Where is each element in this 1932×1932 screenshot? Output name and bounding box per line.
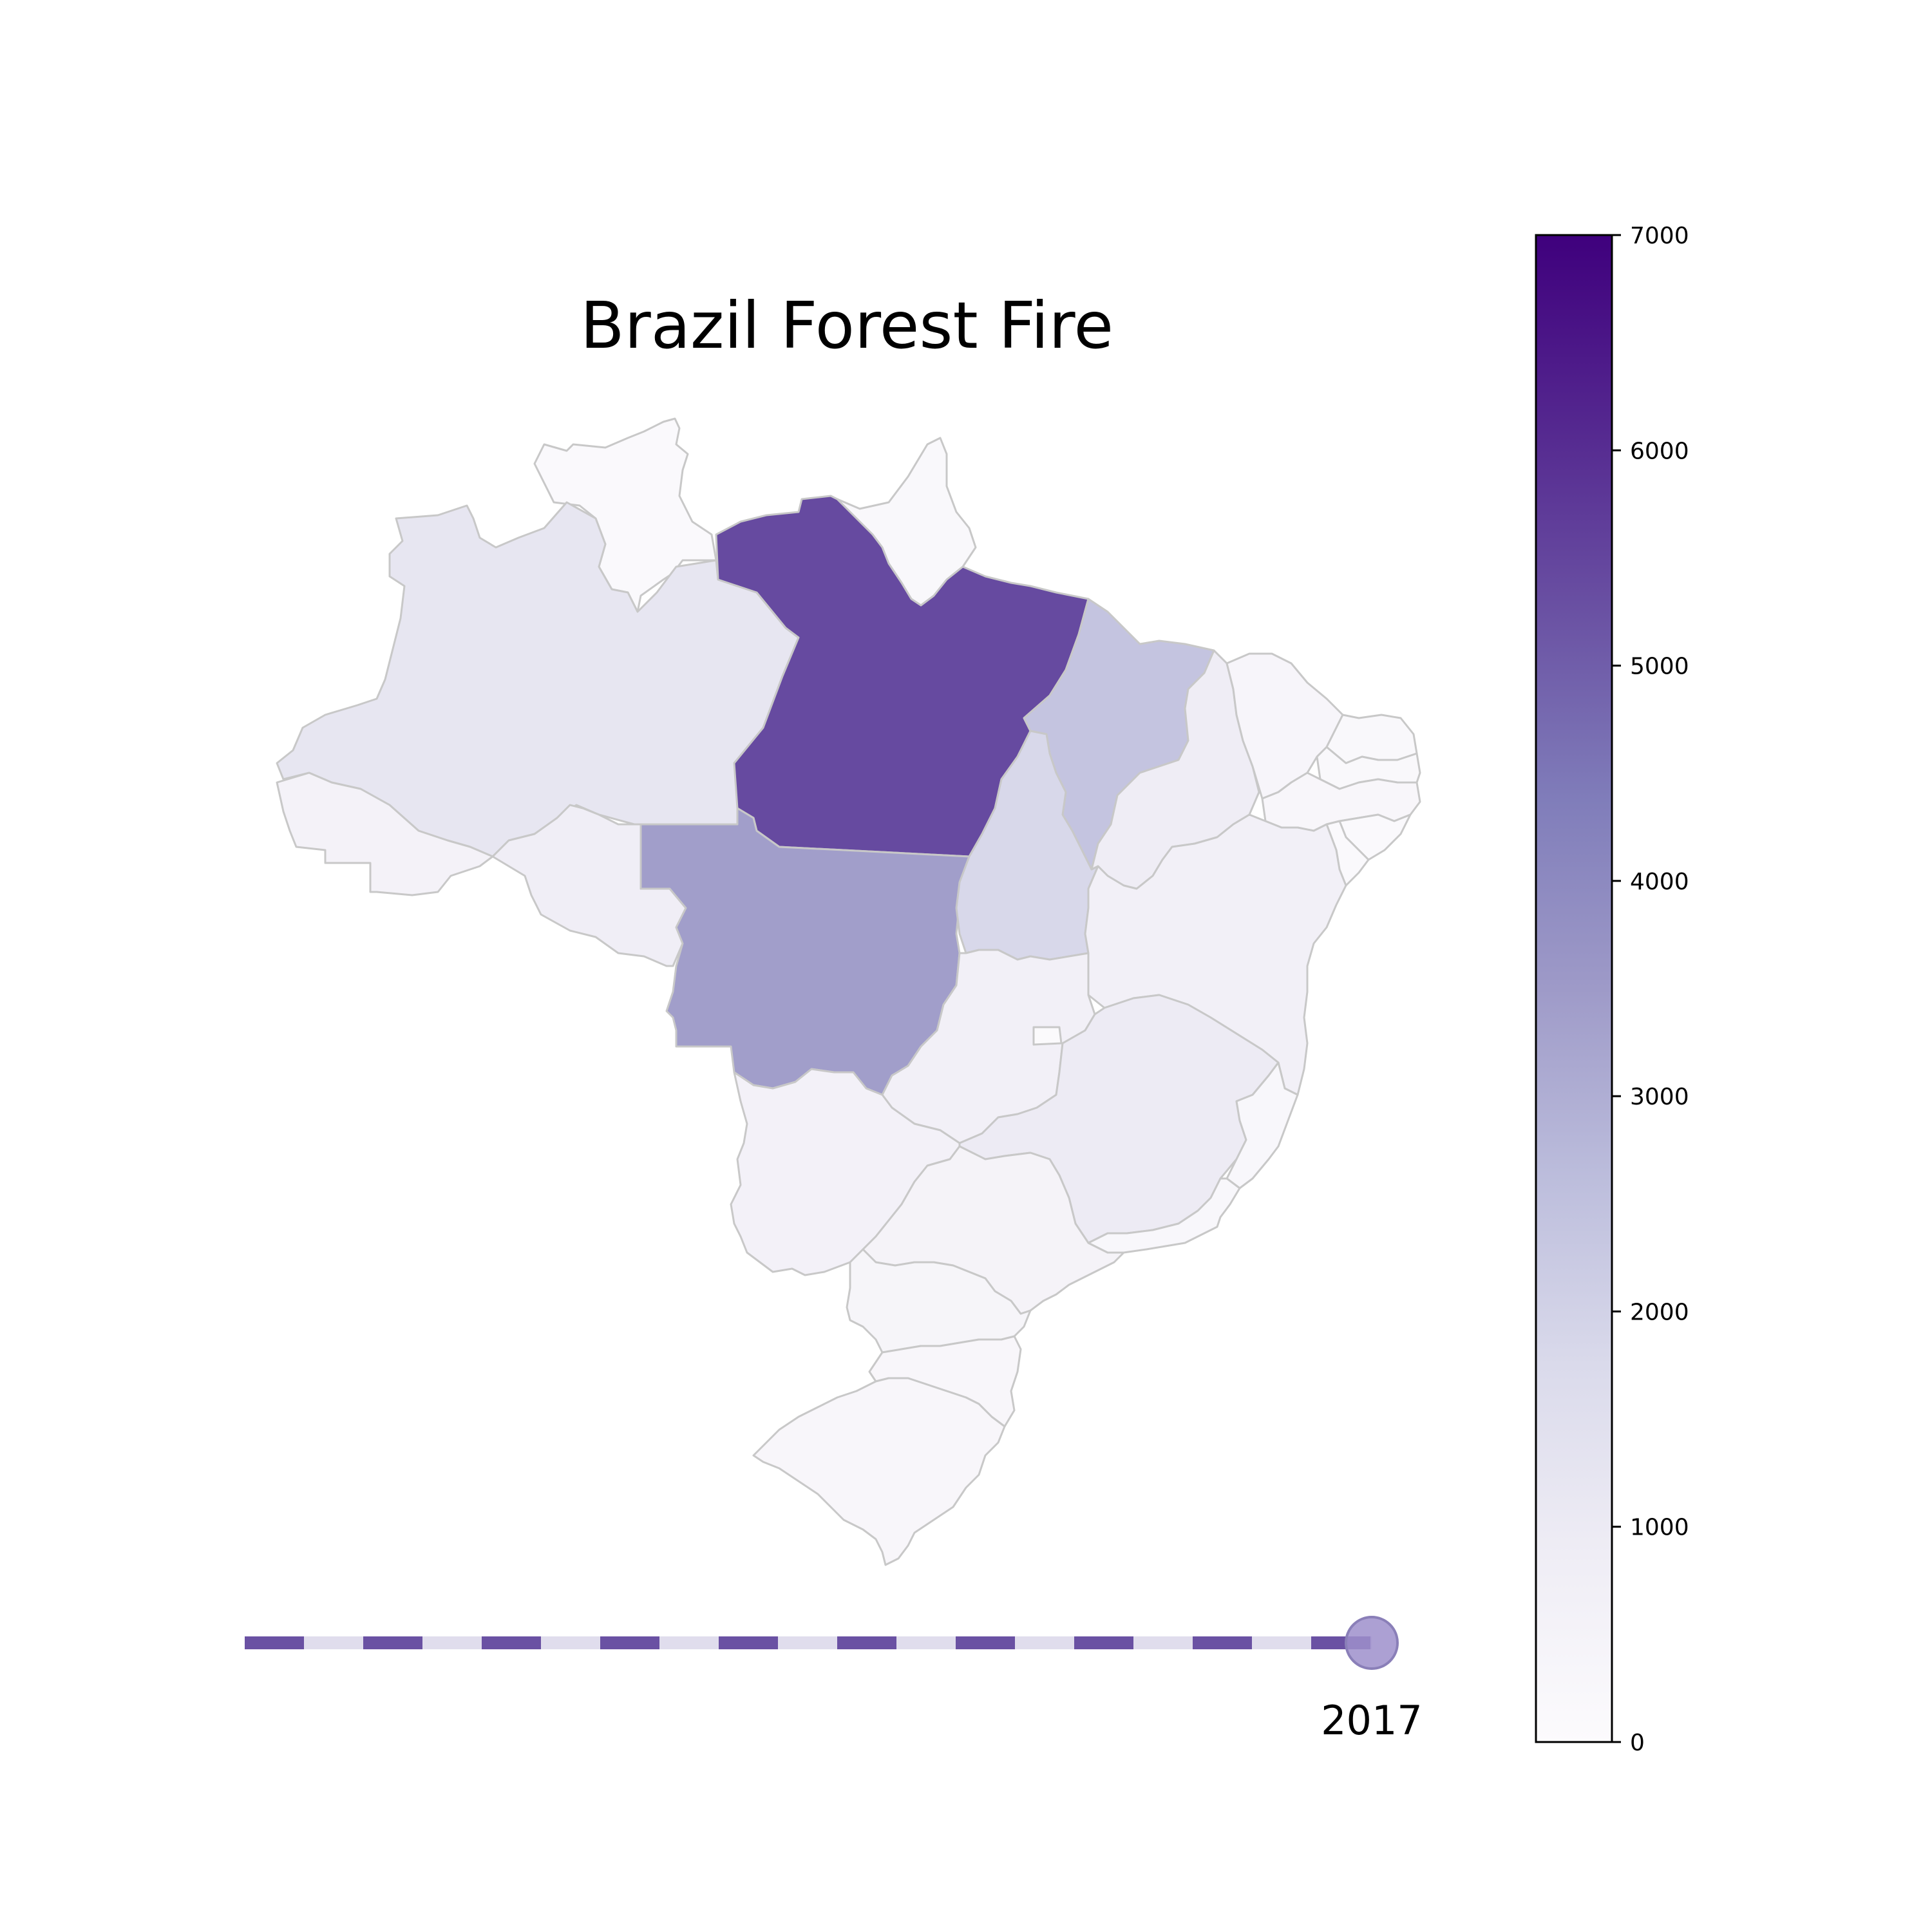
state-rio-grande-do-sul[interactable] — [752, 1377, 1006, 1566]
colorbar-gradient — [1535, 234, 1613, 1743]
timeline-slider-handle[interactable] — [1345, 1616, 1399, 1670]
year-timeline[interactable]: 2017 — [245, 1616, 1423, 1744]
colorbar-ticks: 0 1000 2000 3000 4000 5000 6000 7000 — [1612, 223, 1689, 1756]
colorbar-tick-label: 4000 — [1630, 869, 1689, 895]
colorbar-tick-label: 2000 — [1630, 1299, 1689, 1325]
colorbar-tick-label: 6000 — [1630, 438, 1689, 464]
colorbar-tick-label: 1000 — [1630, 1515, 1689, 1541]
chart-title: Brazil Forest Fire — [580, 288, 1113, 363]
colorbar-tick-label: 5000 — [1630, 654, 1689, 680]
state-rio-grande-do-norte[interactable] — [1325, 714, 1418, 764]
colorbar-tick-label: 7000 — [1630, 223, 1689, 249]
colorbar: 0 1000 2000 3000 4000 5000 6000 7000 — [1535, 223, 1689, 1756]
colorbar-tick-label: 0 — [1630, 1730, 1645, 1756]
state-map — [276, 417, 1421, 1566]
colorbar-tick-label: 3000 — [1630, 1084, 1689, 1110]
state-acre[interactable] — [276, 772, 494, 896]
state-distrito-federal[interactable] — [1032, 1026, 1063, 1046]
timeline-year-label: 2017 — [1321, 1697, 1423, 1744]
state-rio-de-janeiro[interactable] — [1087, 1177, 1241, 1254]
